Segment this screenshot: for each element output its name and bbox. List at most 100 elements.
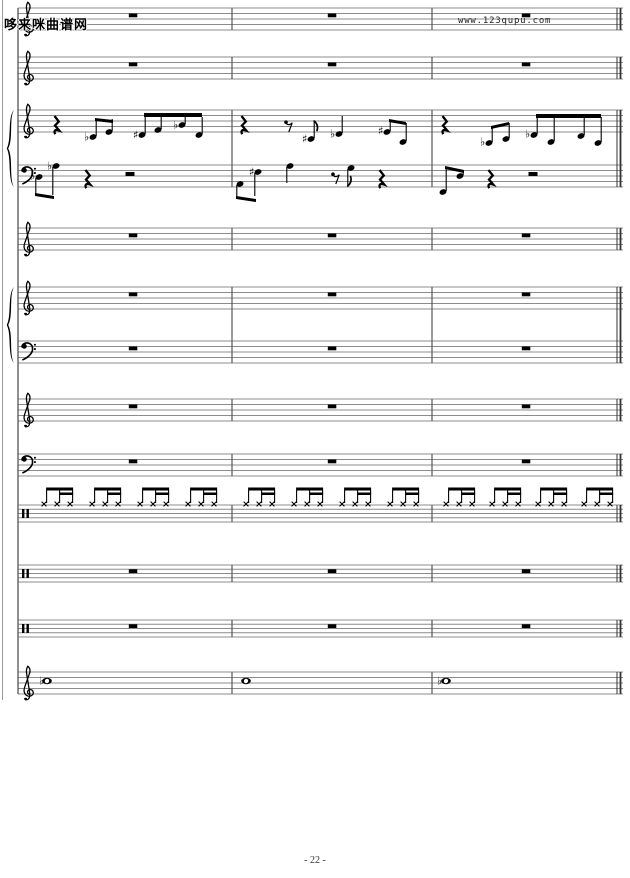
whole-rest — [128, 13, 138, 18]
half-rest — [125, 172, 135, 176]
whole-rest — [128, 346, 138, 351]
notehead — [530, 132, 538, 138]
note-flag — [313, 120, 319, 132]
x-notehead — [607, 501, 613, 507]
whole-rest — [128, 233, 138, 238]
grand-staff-brace — [6, 110, 14, 187]
x-notehead — [211, 501, 217, 507]
beam — [107, 492, 122, 495]
notehead — [195, 132, 203, 138]
page-number: - 22 - — [304, 855, 326, 866]
bass-clef-part — [21, 166, 34, 185]
note-flag — [346, 175, 352, 187]
x-notehead — [67, 501, 73, 507]
beam — [553, 492, 568, 495]
x-notehead — [54, 501, 60, 507]
treble-clef-stroke — [23, 392, 34, 424]
beam — [46, 487, 74, 491]
notehead — [399, 139, 407, 145]
treble-clef-stroke — [23, 50, 34, 82]
beam — [203, 492, 218, 495]
notehead — [594, 140, 602, 146]
whole-rest — [521, 292, 531, 297]
notehead — [254, 169, 262, 175]
eighth-rest — [332, 174, 340, 185]
x-notehead — [502, 501, 508, 507]
beam — [248, 487, 276, 491]
bass-clef-part — [33, 167, 36, 170]
percussion-clef-icon — [22, 509, 25, 518]
whole-rest — [521, 404, 531, 409]
sharp-accidental: ♯ — [249, 166, 254, 179]
whole-note-hole — [44, 678, 50, 684]
treble-clef-stroke — [23, 280, 34, 312]
notehead — [178, 122, 186, 128]
bass-clef-part — [21, 342, 34, 361]
beam — [599, 492, 614, 495]
treble-clef-dot — [24, 135, 28, 139]
treble-clef-dot — [24, 424, 28, 428]
notehead — [335, 131, 343, 137]
x-notehead — [150, 501, 156, 507]
x-notehead — [304, 501, 310, 507]
sharp-accidental: ♯ — [378, 125, 383, 138]
x-notehead — [41, 501, 47, 507]
x-notehead — [400, 501, 406, 507]
x-notehead — [548, 501, 554, 507]
x-notehead — [515, 501, 521, 507]
beam — [586, 487, 614, 491]
flat-accidental: ♭ — [525, 128, 530, 141]
flat-accidental: ♭ — [173, 119, 178, 132]
x-notehead — [561, 501, 567, 507]
quarter-rest — [441, 115, 451, 135]
x-notehead — [443, 501, 449, 507]
watermark-site-url: www.123qupu.com — [458, 16, 552, 26]
whole-note-hole — [243, 678, 249, 684]
bass-clef-part — [33, 343, 36, 346]
treble-clef-icon — [23, 280, 34, 316]
x-notehead — [291, 501, 297, 507]
x-notehead — [339, 501, 345, 507]
whole-rest — [327, 62, 337, 67]
beam — [344, 487, 372, 491]
beam — [35, 193, 54, 199]
whole-rest — [128, 62, 138, 67]
eighth-rest-dot — [284, 120, 288, 124]
x-notehead — [163, 501, 169, 507]
beam — [95, 118, 113, 123]
beam — [540, 487, 568, 491]
whole-rest — [521, 624, 531, 629]
whole-rest — [128, 404, 138, 409]
beam — [261, 492, 276, 495]
whole-rest — [327, 13, 337, 18]
half-rest — [528, 172, 538, 176]
flat-accidental: ♭ — [480, 136, 485, 149]
quarter-rest — [84, 169, 94, 189]
x-notehead — [137, 501, 143, 507]
whole-rest — [521, 62, 531, 67]
flat-accidental: ♭ — [39, 675, 44, 688]
notehead — [485, 140, 493, 146]
flat-accidental: ♭ — [437, 675, 442, 688]
x-notehead — [352, 501, 358, 507]
x-notehead — [89, 501, 95, 507]
notehead — [236, 181, 244, 187]
beam — [494, 487, 522, 491]
whole-rest — [521, 459, 531, 464]
beam — [389, 119, 406, 125]
whole-rest — [521, 569, 531, 574]
notehead — [138, 132, 146, 138]
x-notehead — [317, 501, 323, 507]
whole-rest — [128, 624, 138, 629]
whole-rest — [128, 569, 138, 574]
beam — [491, 122, 509, 129]
treble-clef-icon — [23, 50, 34, 86]
treble-clef-dot — [24, 312, 28, 316]
notehead — [52, 163, 60, 169]
x-notehead — [387, 501, 393, 507]
beam — [94, 487, 122, 491]
whole-rest — [327, 569, 337, 574]
x-notehead — [102, 501, 108, 507]
page-edge-line — [2, 0, 3, 700]
